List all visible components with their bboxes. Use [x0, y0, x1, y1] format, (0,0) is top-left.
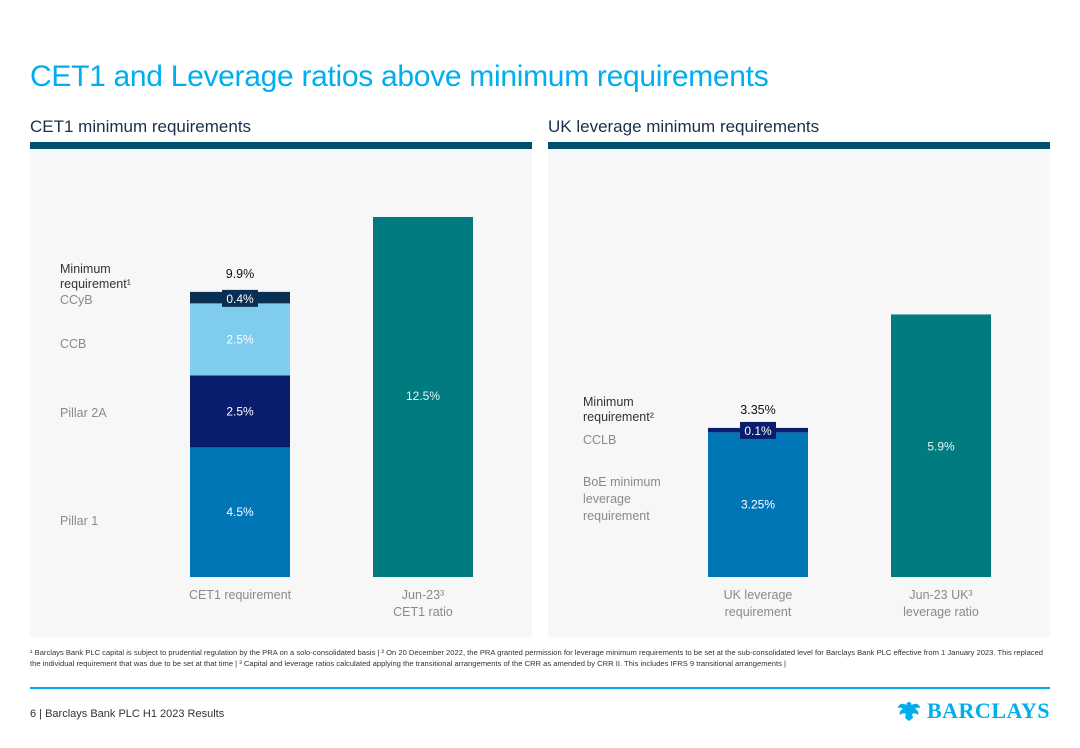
legend-label: BoE minimum leverage requirement — [583, 475, 661, 523]
data-label: 4.5% — [226, 505, 254, 519]
barclays-logo[interactable]: BARCLAYS — [897, 698, 1050, 724]
footer-rule — [30, 687, 1050, 689]
total-label: 9.9% — [226, 267, 255, 281]
cet1-panel-title: CET1 minimum requirements — [30, 117, 252, 136]
logo-text: BARCLAYS — [926, 698, 1050, 723]
legend-label: CCyB — [60, 293, 93, 307]
data-label: 12.5% — [406, 389, 440, 403]
cet1-panel-rule — [30, 142, 532, 149]
category-label: UK leverage requirement — [724, 588, 793, 619]
data-label: 2.5% — [226, 332, 254, 346]
legend-label: Pillar 2A — [60, 406, 107, 420]
legend-label: CCB — [60, 337, 86, 351]
data-label: 0.1% — [744, 424, 772, 438]
leverage-panel-rule — [548, 142, 1050, 149]
cet1-chart: 4.5% 2.5% 2.5% 0.4% 9.9% 12.5% CET1 requiremen… — [60, 217, 473, 619]
category-label: Jun-23³ CET1 ratio — [393, 588, 453, 619]
label-box-ccyb — [222, 289, 258, 307]
data-label: 0.4% — [226, 292, 254, 306]
label-box-cclb — [740, 421, 776, 439]
data-label: 5.9% — [927, 439, 955, 453]
legend-header: Minimum requirement¹ — [60, 262, 131, 291]
data-label: 2.5% — [226, 404, 254, 418]
bar-pillar-1 — [190, 447, 290, 577]
data-label: 3.25% — [741, 498, 775, 512]
total-label: 3.35% — [740, 403, 775, 417]
leverage-chart: 3.25% 0.1% 3.35% 5.9% UK leverage requirement… — [583, 314, 991, 619]
category-label: Jun-23 UK³ leverage ratio — [903, 588, 979, 619]
category-label: CET1 requirement — [189, 588, 292, 602]
bar-jun-23-uk-leverage-ratio — [891, 314, 991, 577]
page-title: CET1 and Leverage ratios above minimum r… — [30, 60, 769, 93]
bar-boe-minimum-leverage-requirement — [708, 432, 808, 577]
eagle-icon — [897, 702, 920, 721]
bar-jun-23-cet1-ratio — [373, 217, 473, 577]
legend-label: Pillar 1 — [60, 514, 98, 528]
footnote: ¹ Barclays Bank PLC capital is subject t… — [30, 648, 1044, 668]
bar-ccb — [190, 303, 290, 376]
bar-pillar-2a — [190, 375, 290, 448]
legend-label: CCLB — [583, 433, 616, 447]
legend-header: Minimum requirement² — [583, 395, 654, 424]
leverage-panel-title: UK leverage minimum requirements — [548, 117, 820, 136]
page-footer: 6 | Barclays Bank PLC H1 2023 Results — [30, 708, 225, 720]
